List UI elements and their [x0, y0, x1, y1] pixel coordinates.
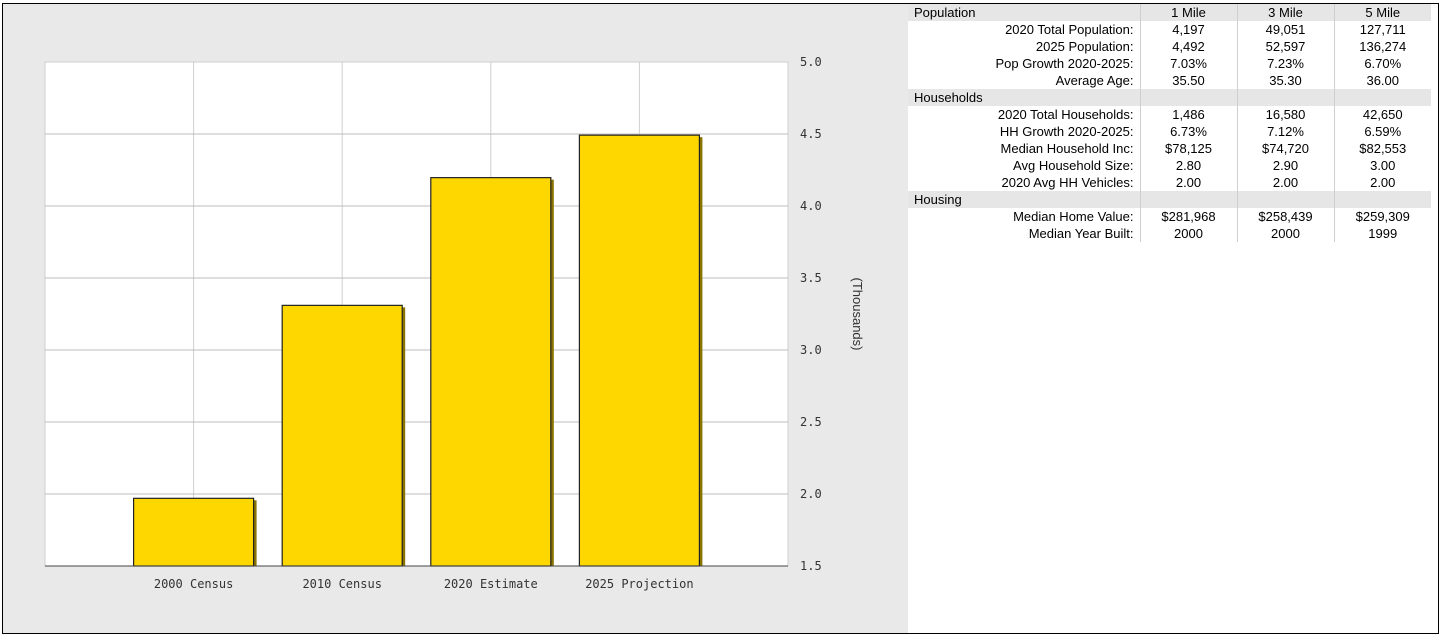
population-bar-chart: 5.0 4.5 4.0 3.5 3.0 2.5 2.0 1.5 2000 Census 2010… [44, 55, 865, 591]
y-tick-label: 2.5 [800, 415, 822, 429]
x-tick-labels: 2000 Census 2010 Census 2020 Estimate 2025 … [154, 577, 694, 591]
bar [281, 304, 403, 567]
row-value: 7.12% [1236, 123, 1334, 140]
row-value: 136,274 [1333, 38, 1431, 55]
x-tick-label: 2025 Projection [585, 577, 693, 591]
section-title: Population [908, 4, 1140, 21]
row-label: Avg Household Size: [1013, 158, 1134, 173]
row-label: Median Home Value: [1013, 209, 1134, 224]
row-value: 2.00 [1139, 174, 1237, 191]
y-tick-label: 2.0 [800, 487, 822, 501]
empty-cell [1333, 89, 1431, 106]
table-row: 2020 Avg HH Vehicles: 2.00 2.00 2.00 [908, 174, 1431, 191]
row-label: 2025 Population: [1035, 39, 1134, 54]
row-value: 52,597 [1236, 38, 1334, 55]
section-title: Households [908, 89, 1140, 106]
demographics-table: Population 1 Mile 3 Mile 5 Mile 2020 Total P… [908, 4, 1431, 242]
empty-cell [1139, 191, 1237, 208]
row-label: 2020 Avg HH Vehicles: [1001, 175, 1134, 190]
row-value: 7.03% [1139, 55, 1237, 72]
row-value: 2.00 [1236, 174, 1334, 191]
x-tick-label: 2000 Census [154, 577, 233, 591]
x-tick-label: 2010 Census [302, 577, 381, 591]
table-row: HH Growth 2020-2025: 6.73% 7.12% 6.59% [908, 123, 1431, 140]
column-header: 3 Mile [1236, 4, 1334, 21]
bar [430, 177, 552, 567]
table-row: 2020 Total Population: 4,197 49,051 127,711 [908, 21, 1431, 38]
column-header: 5 Mile [1333, 4, 1431, 21]
y-tick-labels: 5.0 4.5 4.0 3.5 3.0 2.5 2.0 1.5 [800, 55, 822, 573]
bars [133, 134, 703, 567]
row-value: 7.23% [1236, 55, 1334, 72]
empty-cell [1139, 89, 1237, 106]
row-value: $74,720 [1236, 140, 1334, 157]
row-value: 2.90 [1236, 157, 1334, 174]
row-value: $82,553 [1333, 140, 1431, 157]
row-value: 4,197 [1139, 21, 1237, 38]
row-value: 36.00 [1333, 72, 1431, 89]
y-tick-label: 4.0 [800, 199, 822, 213]
section-title: Housing [908, 191, 1140, 208]
table-row: 2020 Total Households: 1,486 16,580 42,650 [908, 106, 1431, 123]
row-value: 16,580 [1236, 106, 1334, 123]
row-value: $281,968 [1139, 208, 1237, 225]
row-value: 2000 [1236, 225, 1334, 242]
row-value: 49,051 [1236, 21, 1334, 38]
y-tick-label: 5.0 [800, 55, 822, 69]
row-value: 2000 [1139, 225, 1237, 242]
empty-cell [1333, 191, 1431, 208]
row-label: Average Age: [1055, 73, 1134, 88]
row-label: Pop Growth 2020-2025: [995, 56, 1134, 71]
row-value: 35.50 [1139, 72, 1237, 89]
bar [578, 134, 701, 567]
row-label: Median Household Inc: [1000, 141, 1134, 156]
demographics-frame: 5.0 4.5 4.0 3.5 3.0 2.5 2.0 1.5 2000 Census 2010… [2, 3, 1439, 634]
row-value: 35.30 [1236, 72, 1334, 89]
row-value: 127,711 [1333, 21, 1431, 38]
row-label: HH Growth 2020-2025: [999, 124, 1134, 139]
row-value: $259,309 [1333, 208, 1431, 225]
y-tick-label: 4.5 [800, 127, 822, 141]
bar [133, 497, 255, 567]
table-row: Median Home Value: $281,968 $258,439 $259,3… [908, 208, 1431, 225]
section-header-row: Households [908, 89, 1431, 106]
row-value: $258,439 [1236, 208, 1334, 225]
row-value: 6.59% [1333, 123, 1431, 140]
row-label: 2020 Total Population: [1005, 22, 1134, 37]
y-tick-label: 3.5 [800, 271, 822, 285]
table-row: Median Household Inc: $78,125 $74,720 $82,5… [908, 140, 1431, 157]
empty-cell [1236, 191, 1334, 208]
y-axis-label: (Thousands) [850, 278, 865, 351]
table-row: Pop Growth 2020-2025: 7.03% 7.23% 6.70% [908, 55, 1431, 72]
table-row: Average Age: 35.50 35.30 36.00 [908, 72, 1431, 89]
table-row: Avg Household Size: 2.80 2.90 3.00 [908, 157, 1431, 174]
row-value: 2.00 [1333, 174, 1431, 191]
row-value: 1,486 [1139, 106, 1237, 123]
demographics-table-panel: Population 1 Mile 3 Mile 5 Mile 2020 Total P… [908, 4, 1438, 633]
row-value: 4,492 [1139, 38, 1237, 55]
row-value: 6.70% [1333, 55, 1431, 72]
row-value: 6.73% [1139, 123, 1237, 140]
table-row: 2025 Population: 4,492 52,597 136,274 [908, 38, 1431, 55]
row-value: 42,650 [1333, 106, 1431, 123]
row-value: 1999 [1333, 225, 1431, 242]
empty-cell [1236, 89, 1334, 106]
y-tick-label: 1.5 [800, 559, 822, 573]
x-tick-label: 2020 Estimate [444, 577, 538, 591]
row-value: $78,125 [1139, 140, 1237, 157]
row-value: 2.80 [1139, 157, 1237, 174]
table-row: Median Year Built: 2000 2000 1999 [908, 225, 1431, 242]
y-tick-label: 3.0 [800, 343, 822, 357]
column-header: 1 Mile [1139, 4, 1237, 21]
table-header-row: Population 1 Mile 3 Mile 5 Mile [908, 4, 1431, 21]
row-label: Median Year Built: [1028, 226, 1134, 241]
row-label: 2020 Total Households: [997, 107, 1134, 122]
row-value: 3.00 [1333, 157, 1431, 174]
population-chart-panel: 5.0 4.5 4.0 3.5 3.0 2.5 2.0 1.5 2000 Census 2010… [3, 4, 908, 633]
section-header-row: Housing [908, 191, 1431, 208]
